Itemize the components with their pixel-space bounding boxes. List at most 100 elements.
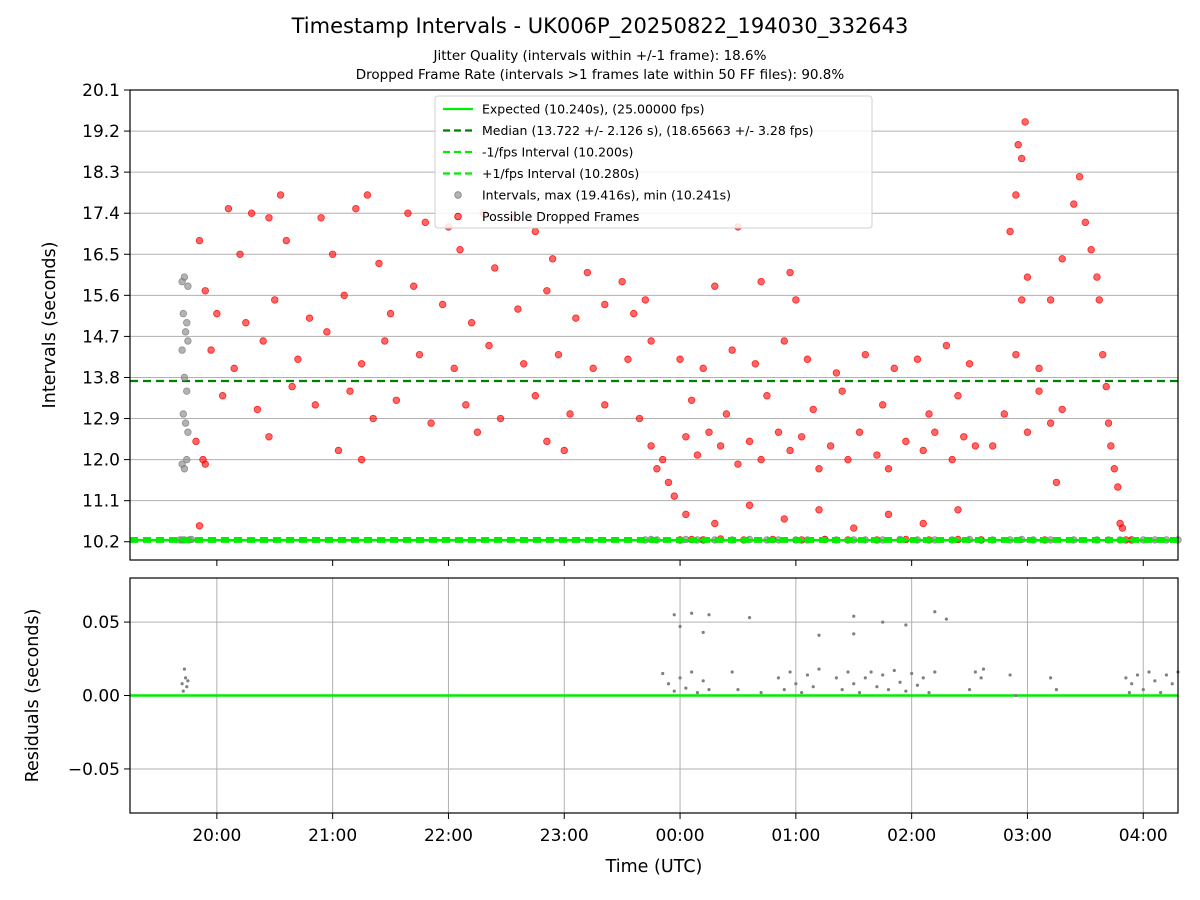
dropped-frame-point [705,428,713,436]
dropped-frame-point [1035,387,1043,395]
dropped-frame-point [531,392,540,400]
legend-entry: Intervals, max (19.416s), min (10.241s) [482,188,731,203]
residual-point [927,690,931,695]
residual-point [869,670,873,674]
dropped-frame-point [346,387,354,395]
interval-point [181,419,190,427]
dropped-frame-point [1095,296,1103,304]
dropped-frame-point [1017,296,1026,304]
dropped-frame-point [543,437,551,446]
dropped-frame-point [838,387,846,395]
y-tick-label: 0.05 [82,613,120,633]
legend-entry: Possible Dropped Frames [482,209,639,224]
dropped-frame-point [1114,483,1122,491]
chart-subtitle-dropped: Dropped Frame Rate (intervals >1 frames … [355,67,845,83]
dropped-frame-point [803,355,812,363]
residual-point [817,667,821,671]
residual-point [979,676,983,680]
residual-point [181,689,185,693]
dropped-frame-point [745,437,754,446]
residual-point [666,682,671,686]
dropped-frame-point [531,227,540,236]
residual-point [852,632,856,636]
dropped-frame-point [658,455,667,464]
dropped-frame-point [1075,172,1084,181]
residual-point [881,620,885,624]
dropped-frame-point [757,277,765,286]
dropped-frame-point [1046,296,1055,304]
residual-point [678,624,682,629]
dropped-frame-point [265,433,273,441]
dropped-frame-point [722,410,731,418]
residual-point [857,690,862,695]
residual-point [1127,690,1131,695]
dropped-frame-point [711,519,719,528]
residual-point [1141,688,1145,692]
dropped-frame-point [375,259,383,268]
dropped-frame-point [1118,524,1127,532]
dropped-frame-point [1012,350,1020,359]
dropped-frame-point [809,405,817,414]
dropped-frame-point [716,442,725,450]
dropped-frame-point [786,268,794,277]
y-tick-label: 17.4 [82,204,120,224]
residual-point [1049,676,1053,680]
dropped-frame-point [687,396,696,404]
dropped-frame-point [1107,442,1115,450]
dropped-frame-point [1046,419,1055,427]
residual-point [834,676,838,680]
dropped-frame-point [1021,118,1029,126]
dropped-frame-point [236,250,244,258]
residuals-axis-label: Residuals (seconds) [23,609,43,783]
dropped-frame-point [601,300,609,309]
x-axis-label: Time (UTC) [605,857,703,877]
dropped-frame-point [288,382,296,391]
dropped-frame-point [259,337,267,345]
dropped-frame-point [583,268,592,277]
dropped-frame-point [954,506,962,514]
dropped-frame-point [334,446,343,455]
dropped-frame-point [797,433,806,441]
residual-point [1008,673,1012,677]
dropped-frame-point [392,396,401,404]
interval-point [184,282,192,290]
interval-point [184,337,192,345]
y-tick-label: 15.6 [82,286,120,306]
residual-point [695,690,700,695]
dropped-frame-point [421,218,429,227]
dropped-frame-point [467,319,476,327]
legend-entry: Expected (10.240s), (25.00000 fps) [482,102,704,117]
y-tick-label: 13.8 [82,368,120,388]
dropped-frame-point [328,250,337,258]
dropped-frame-point [757,455,765,464]
dropped-frame-point [572,314,580,322]
residual-point [1124,676,1128,680]
residual-point [915,683,920,687]
residual-point [672,613,676,617]
residual-point [1135,673,1140,677]
residual-point [707,613,711,617]
dropped-frame-point [884,465,893,473]
residual-point [981,667,986,671]
y-tick-label: 18.3 [82,163,120,183]
dropped-frame-point [884,510,893,519]
x-tick-label: 03:00 [1003,826,1052,846]
dropped-frame-point [369,414,377,423]
dropped-frame-point [670,492,678,500]
dropped-frame-point [1052,478,1061,487]
residual-point [180,682,184,686]
dropped-frame-point [1110,465,1119,473]
dropped-frame-point [1081,218,1090,227]
dropped-frame-point [792,296,800,304]
legend-entry: -1/fps Interval (10.200s) [482,145,633,160]
dropped-frame-point [485,341,493,350]
dropped-frame-point [832,369,841,377]
residual-point [973,670,977,674]
dropped-frame-point [1014,141,1022,149]
dropped-frame-point [427,419,435,427]
dropped-frame-point [1058,405,1066,414]
dropped-frame-point [265,214,273,222]
interval-point [181,328,190,336]
